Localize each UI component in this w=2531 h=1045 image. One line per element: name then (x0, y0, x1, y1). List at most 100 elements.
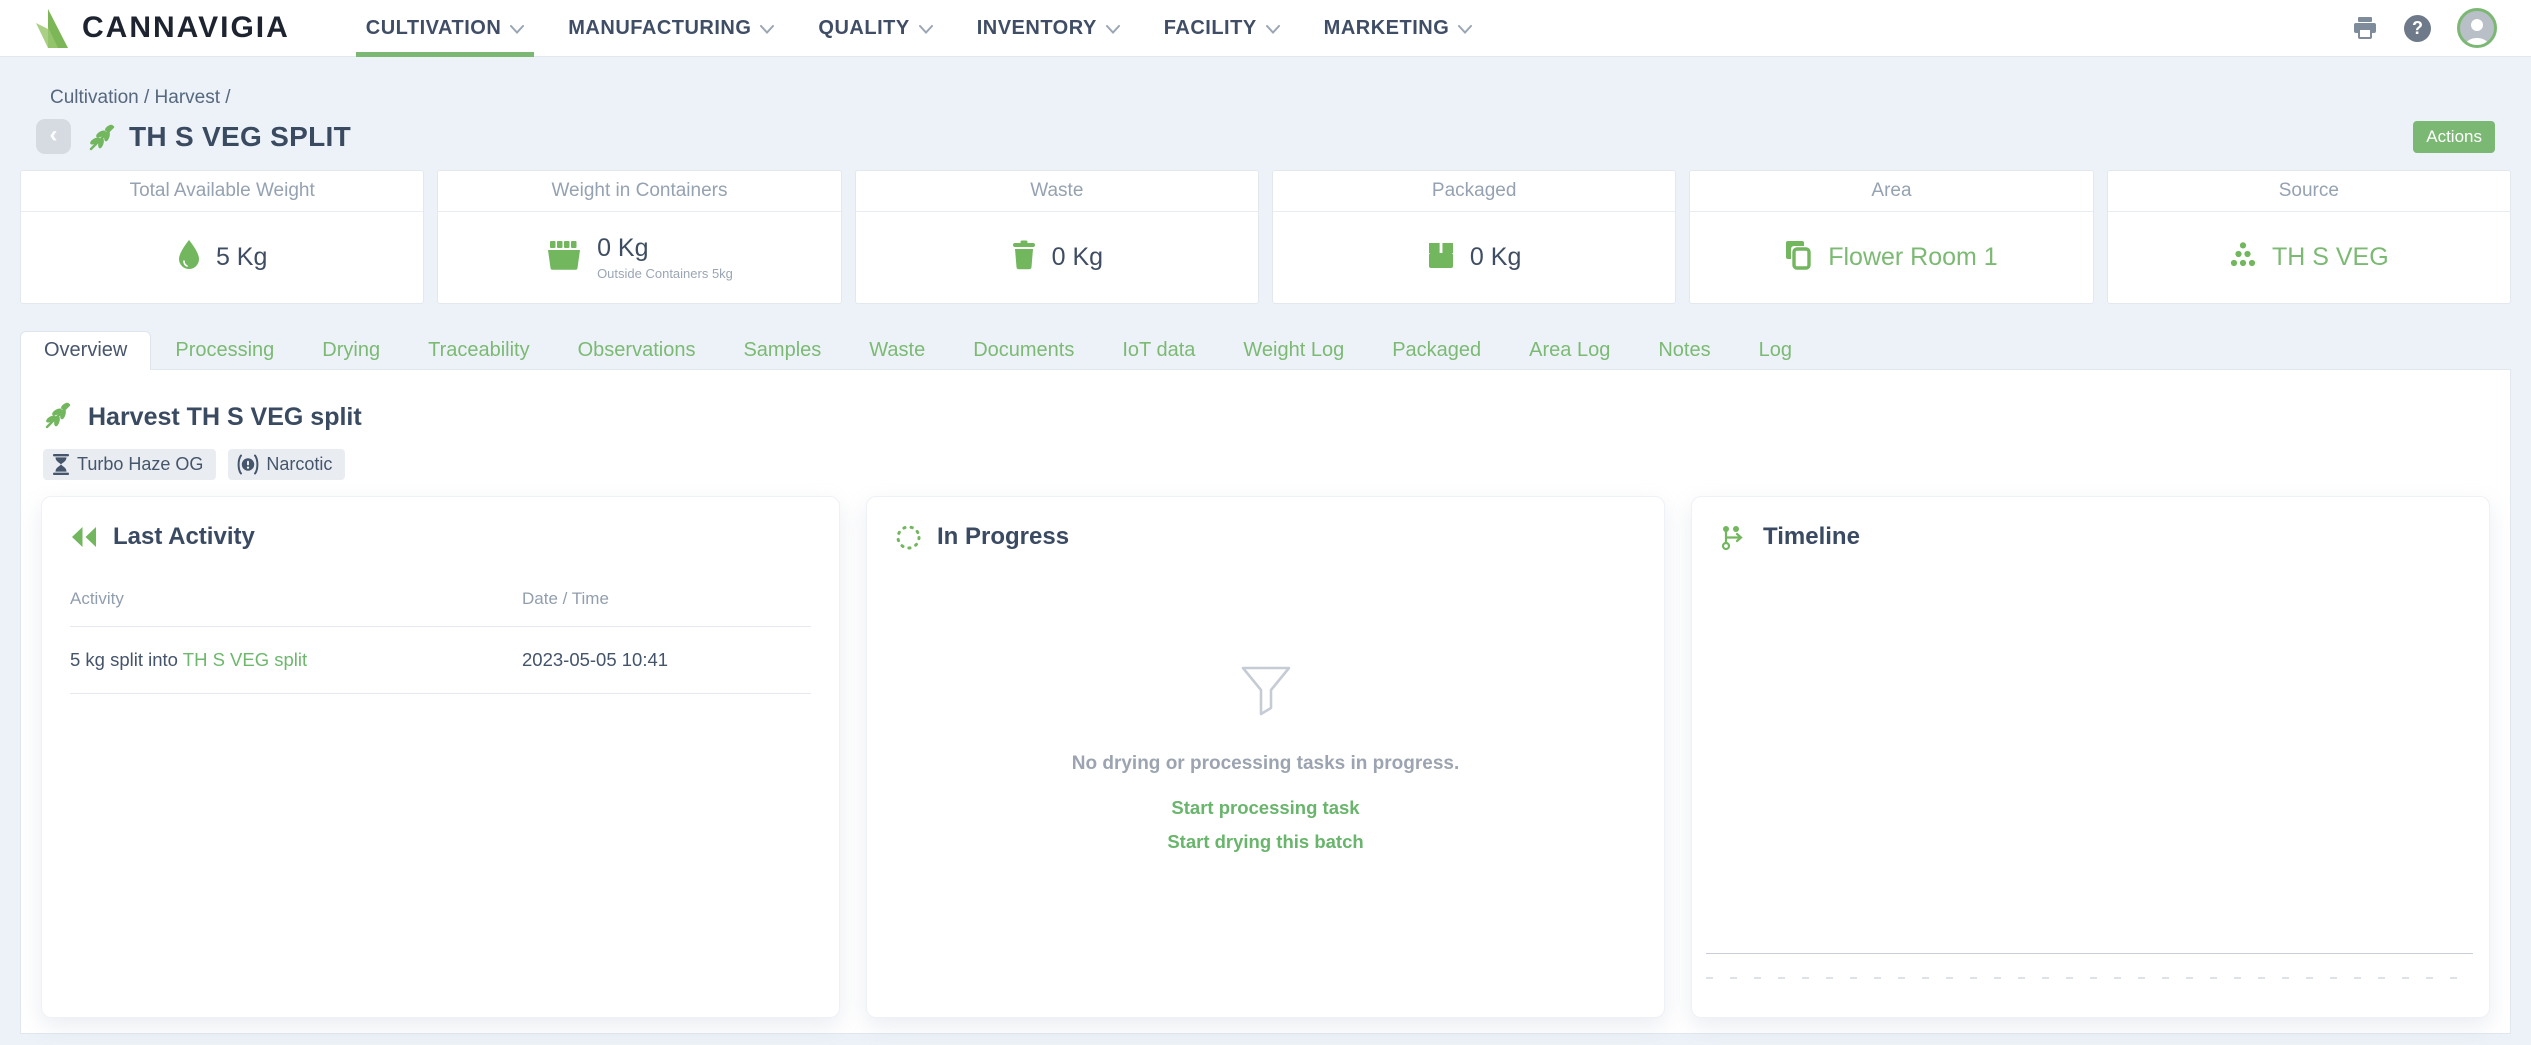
start-drying-batch-link[interactable]: Start drying this batch (1167, 831, 1364, 852)
stat-card-title: Area (1690, 171, 2093, 212)
stat-card-weight-in-containers: Weight in Containers 0 Kg Outside Contai… (437, 170, 842, 304)
tab-samples[interactable]: Samples (743, 339, 822, 361)
in-progress-title: In Progress (937, 523, 1070, 550)
tab-waste[interactable]: Waste (869, 339, 926, 361)
column-header-datetime: Date / Time (522, 589, 609, 608)
top-navbar: CANNAVIGIA CULTIVATION MANUFACTURING QUA… (0, 0, 2531, 57)
table-row: 5 kg split into TH S VEG split 2023-05-0… (70, 627, 811, 694)
harvest-heading: Harvest TH S VEG split (41, 401, 2490, 434)
package-icon (1427, 241, 1455, 274)
overview-cards: Last Activity Activity Date / Time 5 kg … (41, 496, 2490, 1018)
harvest-heading-text: Harvest TH S VEG split (88, 403, 362, 431)
nav-label: QUALITY (818, 16, 910, 39)
chevron-down-icon (1458, 25, 1473, 34)
harvest-leaf-icon (87, 123, 117, 151)
brand-logo[interactable]: CANNAVIGIA (34, 3, 290, 54)
timeline-axis-ticks (1706, 977, 2473, 979)
help-icon[interactable]: ? (2404, 14, 2431, 42)
spinner-icon (896, 525, 921, 549)
tab-log[interactable]: Log (1758, 339, 1792, 361)
tab-overview[interactable]: Overview (20, 331, 152, 370)
last-activity-title: Last Activity (113, 523, 255, 550)
leaf-logo-icon (34, 3, 76, 54)
nav-label: INVENTORY (976, 16, 1097, 39)
print-icon[interactable] (2352, 16, 2378, 40)
tab-observations[interactable]: Observations (577, 339, 696, 361)
narcotic-badge-label: Narcotic (266, 454, 333, 474)
timeline-icon (1721, 525, 1743, 550)
tab-processing[interactable]: Processing (175, 339, 275, 361)
nav-item-quality[interactable]: QUALITY (796, 0, 954, 57)
last-activity-card: Last Activity Activity Date / Time 5 kg … (41, 496, 840, 1018)
chevron-down-icon (510, 25, 525, 34)
source-icon (2229, 242, 2257, 273)
actions-button[interactable]: Actions (2413, 120, 2495, 153)
stat-subtext: Outside Containers 5kg (597, 266, 733, 281)
tab-packaged[interactable]: Packaged (1392, 339, 1482, 361)
timeline-title: Timeline (1763, 523, 1860, 550)
narcotic-icon (237, 454, 259, 475)
timeline-card: Timeline (1691, 496, 2490, 1018)
page-title: TH S VEG SPLIT (129, 120, 352, 152)
narcotic-badge: Narcotic (228, 449, 346, 480)
trash-icon (1011, 240, 1037, 275)
strain-badge: Turbo Haze OG (43, 449, 217, 480)
chevron-down-icon (760, 25, 775, 34)
avatar[interactable] (2457, 8, 2497, 48)
nav-item-cultivation[interactable]: CULTIVATION (344, 0, 546, 57)
rewind-icon (72, 527, 96, 547)
strain-badge-label: Turbo Haze OG (77, 454, 204, 474)
stat-card-title: Weight in Containers (438, 171, 841, 212)
nav-item-inventory[interactable]: INVENTORY (955, 0, 1142, 57)
area-link[interactable]: Flower Room 1 (1828, 243, 1998, 271)
tab-traceability[interactable]: Traceability (428, 339, 530, 361)
breadcrumb[interactable]: Cultivation / Harvest / (50, 87, 231, 108)
tab-weight-log[interactable]: Weight Log (1243, 339, 1345, 361)
stat-card-title: Total Available Weight (21, 171, 424, 212)
overview-panel: Harvest TH S VEG split Turbo Haze OG (20, 369, 2511, 1034)
main-nav: CULTIVATION MANUFACTURING QUALITY INVENT… (344, 0, 1495, 57)
tab-bar: Overview Processing Drying Traceability … (20, 331, 2511, 370)
stat-card-total-available-weight: Total Available Weight 5 Kg (20, 170, 425, 304)
stat-card-title: Waste (855, 171, 1258, 212)
stat-card-area: Area Flower Room 1 (1689, 170, 2094, 304)
chevron-down-icon (1265, 25, 1280, 34)
start-processing-task-link[interactable]: Start processing task (1171, 797, 1360, 818)
nav-item-manufacturing[interactable]: MANUFACTURING (546, 0, 796, 57)
nav-label: FACILITY (1163, 16, 1257, 39)
activity-link[interactable]: TH S VEG split (182, 649, 308, 670)
back-button[interactable]: ‹ (36, 119, 71, 154)
in-progress-empty-state: No drying or processing tasks in progres… (895, 663, 1636, 853)
stat-value: 0 Kg (1051, 243, 1104, 271)
stat-value: 0 Kg (597, 234, 649, 262)
harvest-leaf-icon (43, 401, 73, 434)
nav-label: MARKETING (1323, 16, 1450, 39)
tab-documents[interactable]: Documents (973, 339, 1075, 361)
chevron-down-icon (1105, 25, 1120, 34)
area-icon (1785, 240, 1813, 275)
chevron-down-icon (918, 25, 933, 34)
stats-row: Total Available Weight 5 Kg Weight in Co… (20, 170, 2511, 304)
nav-item-facility[interactable]: FACILITY (1142, 0, 1302, 57)
nav-label: CULTIVATION (365, 16, 502, 39)
strain-icon (53, 454, 69, 475)
source-link[interactable]: TH S VEG (2271, 243, 2389, 271)
badges-row: Turbo Haze OG Narcotic (41, 449, 2490, 480)
nav-item-marketing[interactable]: MARKETING (1302, 0, 1495, 57)
timeline-axis-line (1706, 953, 2473, 954)
brand-wordmark: CANNAVIGIA (82, 11, 290, 44)
activity-text: 5 kg split into (70, 649, 183, 670)
tab-drying[interactable]: Drying (322, 339, 381, 361)
stat-card-source: Source TH S VEG (2106, 170, 2511, 304)
column-header-activity: Activity (70, 589, 124, 608)
activity-datetime: 2023-05-05 10:41 (522, 649, 669, 670)
tab-notes[interactable]: Notes (1658, 339, 1711, 361)
droplet-icon (177, 239, 201, 276)
stat-card-title: Packaged (1272, 171, 1676, 212)
in-progress-card: In Progress No drying or processing task… (866, 496, 1665, 1018)
page-title-row: ‹ TH S VEG SPLIT Actions (36, 119, 2495, 154)
empty-state-text: No drying or processing tasks in progres… (1071, 753, 1460, 774)
stat-value: 5 Kg (215, 243, 268, 271)
tab-iot-data[interactable]: IoT data (1122, 339, 1196, 361)
tab-area-log[interactable]: Area Log (1529, 339, 1611, 361)
